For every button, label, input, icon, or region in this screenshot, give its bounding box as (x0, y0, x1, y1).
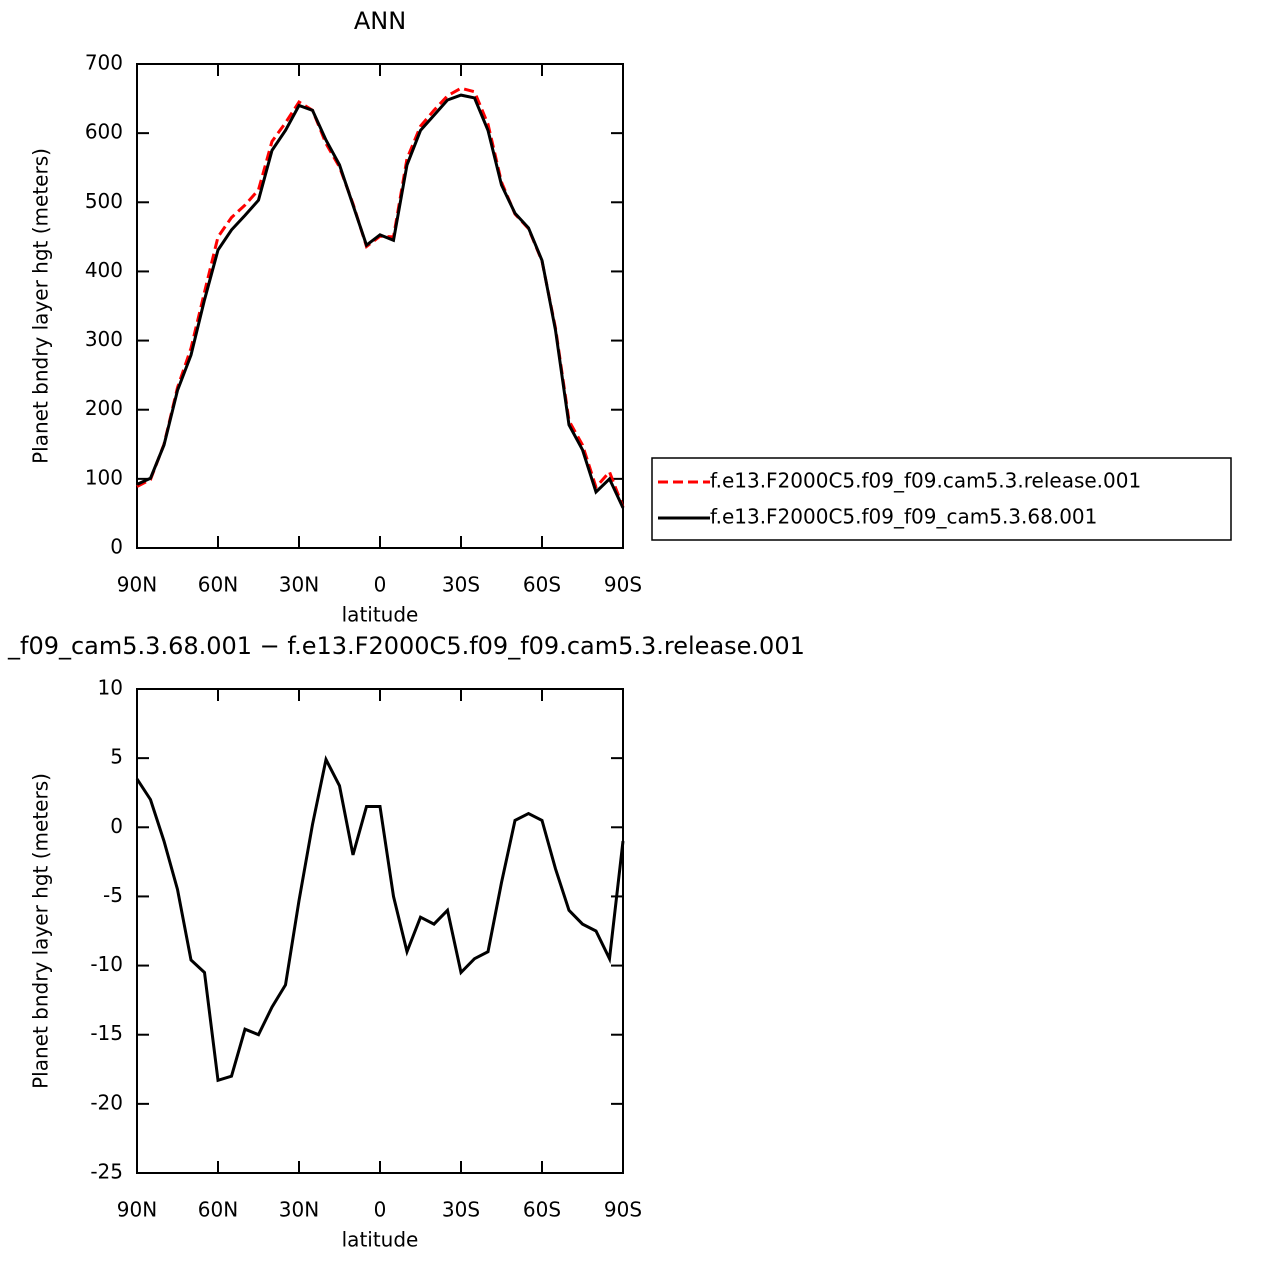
x-tick-label: 60N (198, 573, 238, 597)
y-tick-label: 700 (85, 51, 123, 75)
chart-title: ANN (354, 7, 406, 35)
y-tick-label: 0 (110, 814, 123, 838)
x-tick-label: 90S (604, 1198, 642, 1222)
data-line (135, 755, 625, 1083)
x-axis-label: latitude (342, 603, 419, 627)
x-axis-label: latitude (342, 1228, 419, 1252)
y-tick-label: -10 (90, 952, 123, 976)
x-tick-label: 90N (117, 1198, 157, 1222)
x-tick-label: 30S (442, 573, 480, 597)
x-tick-label: 60S (523, 573, 561, 597)
y-tick-label: 5 (110, 745, 123, 769)
y-tick-label: -5 (103, 883, 123, 907)
x-tick-label: 30S (442, 1198, 480, 1222)
legend-box (651, 457, 1232, 541)
chart-title: _f09_cam5.3.68.001 − f.e13.F2000C5.f09_f… (7, 632, 805, 660)
x-tick-label: 0 (374, 573, 387, 597)
y-tick-label: 0 (110, 535, 123, 559)
x-tick-label: 60S (523, 1198, 561, 1222)
y-tick-label: 100 (85, 465, 123, 489)
x-tick-label: 60N (198, 1198, 238, 1222)
y-tick-label: -25 (90, 1160, 123, 1184)
data-line (136, 93, 625, 509)
y-tick-label: 10 (98, 676, 123, 700)
y-tick-label: -15 (90, 1021, 123, 1045)
y-tick-label: 600 (85, 120, 123, 144)
y-axis-label: Planet bndry layer hgt (meters) (29, 148, 53, 464)
y-tick-label: 200 (85, 396, 123, 420)
y-tick-label: 300 (85, 327, 123, 351)
x-tick-label: 90S (604, 573, 642, 597)
plot-frame (136, 688, 624, 1174)
x-tick-label: 30N (279, 573, 319, 597)
x-tick-label: 30N (279, 1198, 319, 1222)
y-tick-label: -20 (90, 1090, 123, 1114)
y-tick-label: 500 (85, 189, 123, 213)
legend-label: f.e13.F2000C5.f09_f09_cam5.3.68.001 (710, 505, 1097, 529)
x-tick-label: 0 (374, 1198, 387, 1222)
x-tick-label: 90N (117, 573, 157, 597)
y-tick-label: 400 (85, 258, 123, 282)
legend-label: f.e13.F2000C5.f09_f09.cam5.3.release.001 (710, 469, 1141, 493)
y-axis-label: Planet bndry layer hgt (meters) (29, 773, 53, 1089)
